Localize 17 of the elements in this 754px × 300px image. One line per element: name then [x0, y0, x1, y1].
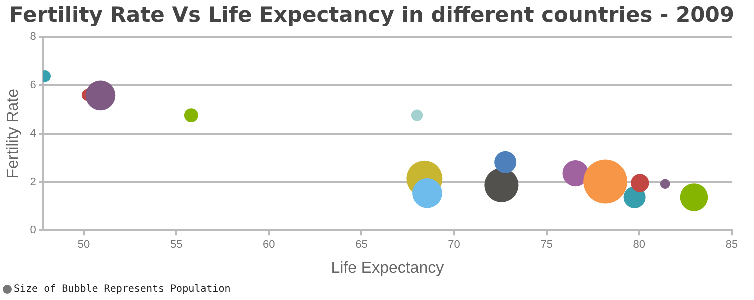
x-tick-label: 65: [356, 239, 368, 252]
x-tick-label: 70: [448, 239, 460, 252]
x-tick-label: 75: [540, 239, 553, 252]
x-tick-label: 85: [726, 239, 738, 252]
x-tick-label: 60: [263, 239, 276, 252]
x-tick-label: 55: [170, 239, 183, 252]
text: Size of Bubble Represents Population: [14, 284, 231, 295]
y-axis-title: Fertility Rate: [5, 88, 22, 179]
y-tick-label: 6: [30, 80, 36, 92]
y-tick-label: 8: [30, 31, 36, 44]
x-axis-title: Life Expectancy: [331, 260, 444, 277]
y-tick-label: 2: [30, 176, 36, 188]
y-tick-label: 4: [30, 128, 36, 140]
x-tick-label: 80: [633, 239, 646, 252]
y-tick-label: 0: [30, 224, 36, 237]
x-tick-label: 50: [78, 239, 90, 252]
chart-title: Fertility Rate Vs Life Expectancy in different countries - 2009: [10, 3, 734, 28]
